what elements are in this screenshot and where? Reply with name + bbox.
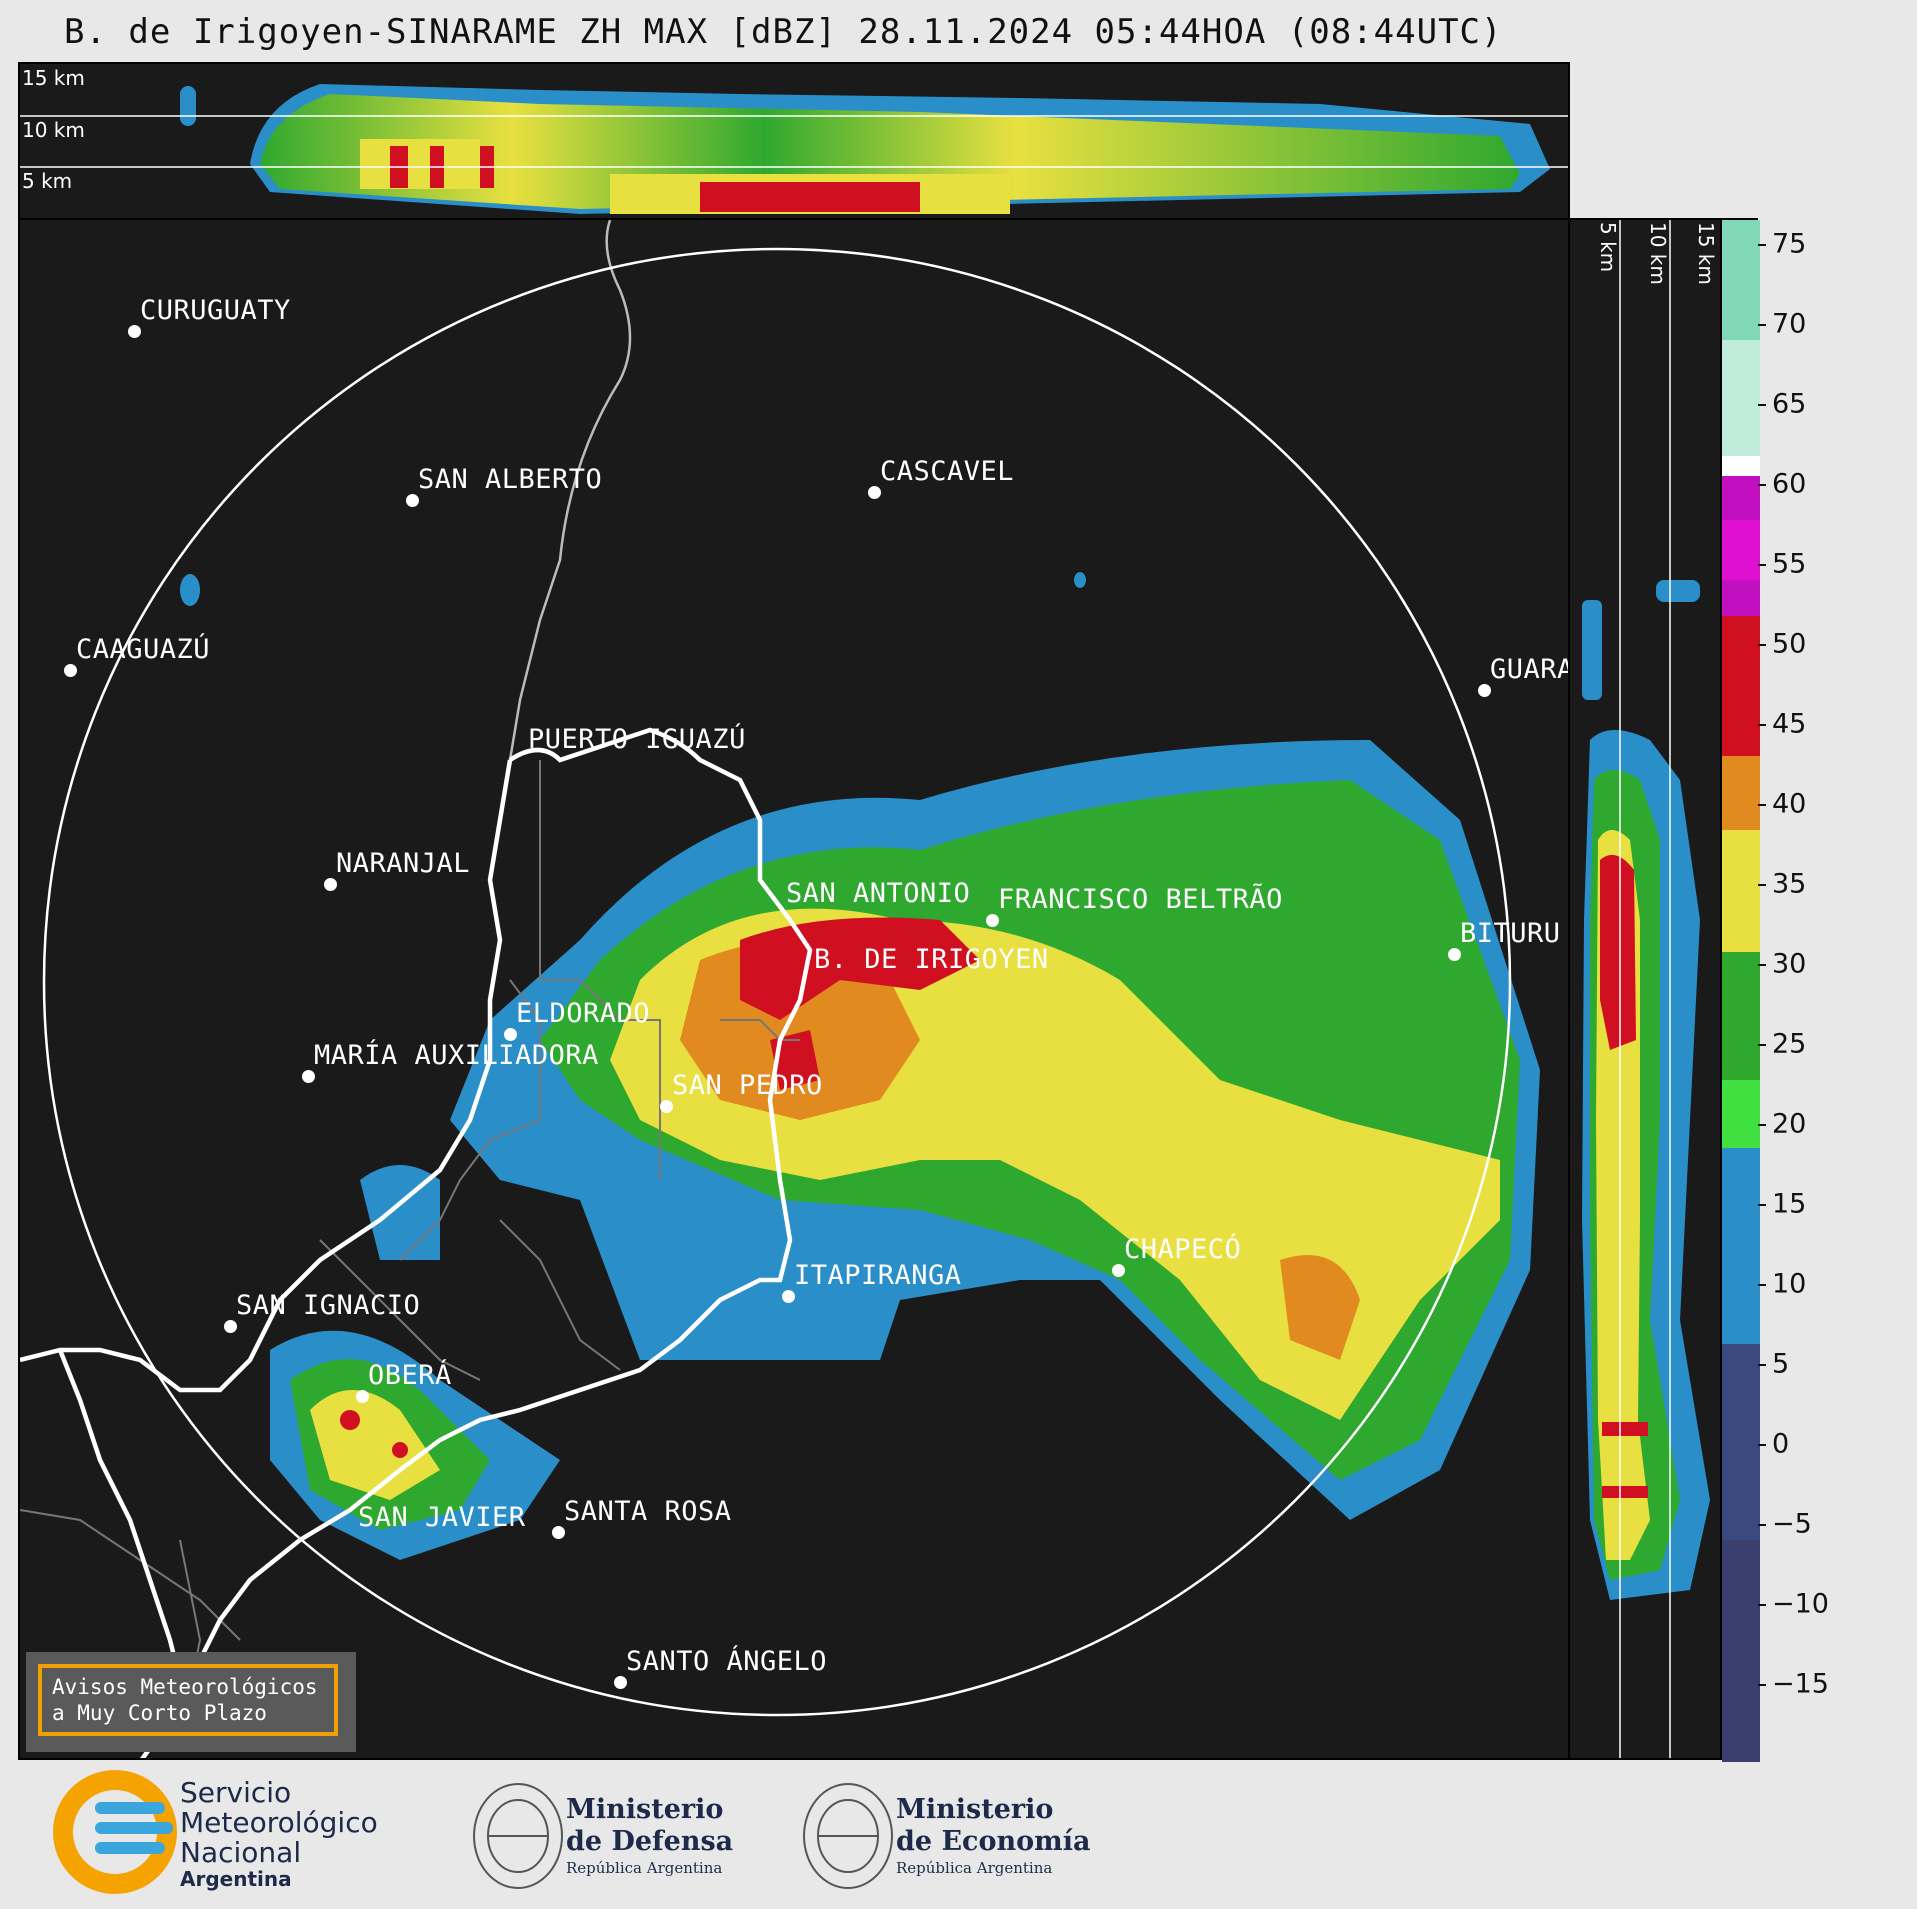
- height-label-10km: 10 km: [22, 118, 85, 142]
- footer-logos: Servicio Meteorológico Nacional Argentin…: [0, 1762, 1917, 1909]
- city-obera: OBERÁ: [356, 1360, 452, 1403]
- side-height-label-5km: 5 km: [1596, 222, 1620, 273]
- footer-logo-art: [53, 1770, 893, 1894]
- city-b-de-irigoyen: B. DE IRIGOYEN: [814, 944, 1049, 975]
- ministerio-economia-text: Ministerio de Economía República Argenti…: [896, 1794, 1091, 1877]
- page-title: B. de Irigoyen-SINARAME ZH MAX [dBZ] 28.…: [64, 12, 1503, 52]
- colorbar: [1720, 218, 1760, 1762]
- height-label-15km: 15 km: [22, 66, 85, 90]
- notice-line-2: a Muy Corto Plazo: [52, 1701, 267, 1725]
- city-bituru: BITURU: [1448, 918, 1561, 961]
- city-caaguazu: CAAGUAZÚ: [64, 634, 210, 677]
- top-cross-section-echo: [20, 84, 1568, 214]
- city-curuguaty: CURUGUATY: [128, 295, 291, 338]
- city-san-alberto: SAN ALBERTO: [406, 464, 602, 507]
- city-puerto-iguazu: PUERTO IGUAZÚ: [528, 724, 746, 755]
- city-santa-rosa: SANTA ROSA: [552, 1496, 732, 1539]
- city-san-javier: SAN JAVIER: [358, 1502, 526, 1533]
- city-san-pedro: SAN PEDRO: [660, 1070, 823, 1113]
- side-height-label-15km: 15 km: [1694, 222, 1718, 285]
- radar-map-canvas: [20, 220, 1540, 1758]
- city-chapeco: CHAPECÓ: [1112, 1234, 1241, 1277]
- city-san-ignacio: SAN IGNACIO: [224, 1290, 420, 1333]
- radar-map[interactable]: CURUGUATY SAN ALBERTO CASCAVEL CAAGUAZÚ …: [18, 218, 1570, 1760]
- city-santo-angelo: SANTO ÁNGELO: [614, 1646, 827, 1689]
- ministerio-defensa-text: Ministerio de Defensa República Argentin…: [566, 1794, 734, 1877]
- city-guara: GUARA: [1478, 654, 1568, 697]
- notice-line-1: Avisos Meteorológicos: [52, 1675, 318, 1699]
- side-cross-section: 5 km 10 km 15 km: [1568, 218, 1722, 1760]
- range-ring: [42, 247, 1512, 1717]
- top-cross-section: 15 km 10 km 5 km: [18, 62, 1570, 220]
- city-cascavel: CASCAVEL: [868, 456, 1014, 499]
- city-francisco-beltrao: FRANCISCO BELTRÃO: [986, 884, 1283, 927]
- province-borders: [20, 760, 800, 1741]
- side-height-label-10km: 10 km: [1646, 222, 1670, 285]
- city-maria-auxiliadora: MARÍA AUXILIADORA: [302, 1040, 599, 1083]
- notice-box[interactable]: Avisos Meteorológicos a Muy Corto Plazo: [26, 1652, 356, 1752]
- notice-frame[interactable]: Avisos Meteorológicos a Muy Corto Plazo: [38, 1664, 338, 1736]
- side-cross-section-echo: [1582, 220, 1710, 1758]
- smn-logo-text: Servicio Meteorológico Nacional Argentin…: [180, 1776, 378, 1891]
- city-eldorado: ELDORADO: [504, 998, 650, 1041]
- colorbar-gradient: [1722, 220, 1760, 1762]
- height-label-5km: 5 km: [22, 169, 73, 193]
- city-san-antonio: SAN ANTONIO: [786, 878, 971, 909]
- city-itapiranga: ITAPIRANGA: [782, 1260, 962, 1303]
- city-naranjal: NARANJAL: [324, 848, 470, 891]
- country-border: [508, 220, 632, 761]
